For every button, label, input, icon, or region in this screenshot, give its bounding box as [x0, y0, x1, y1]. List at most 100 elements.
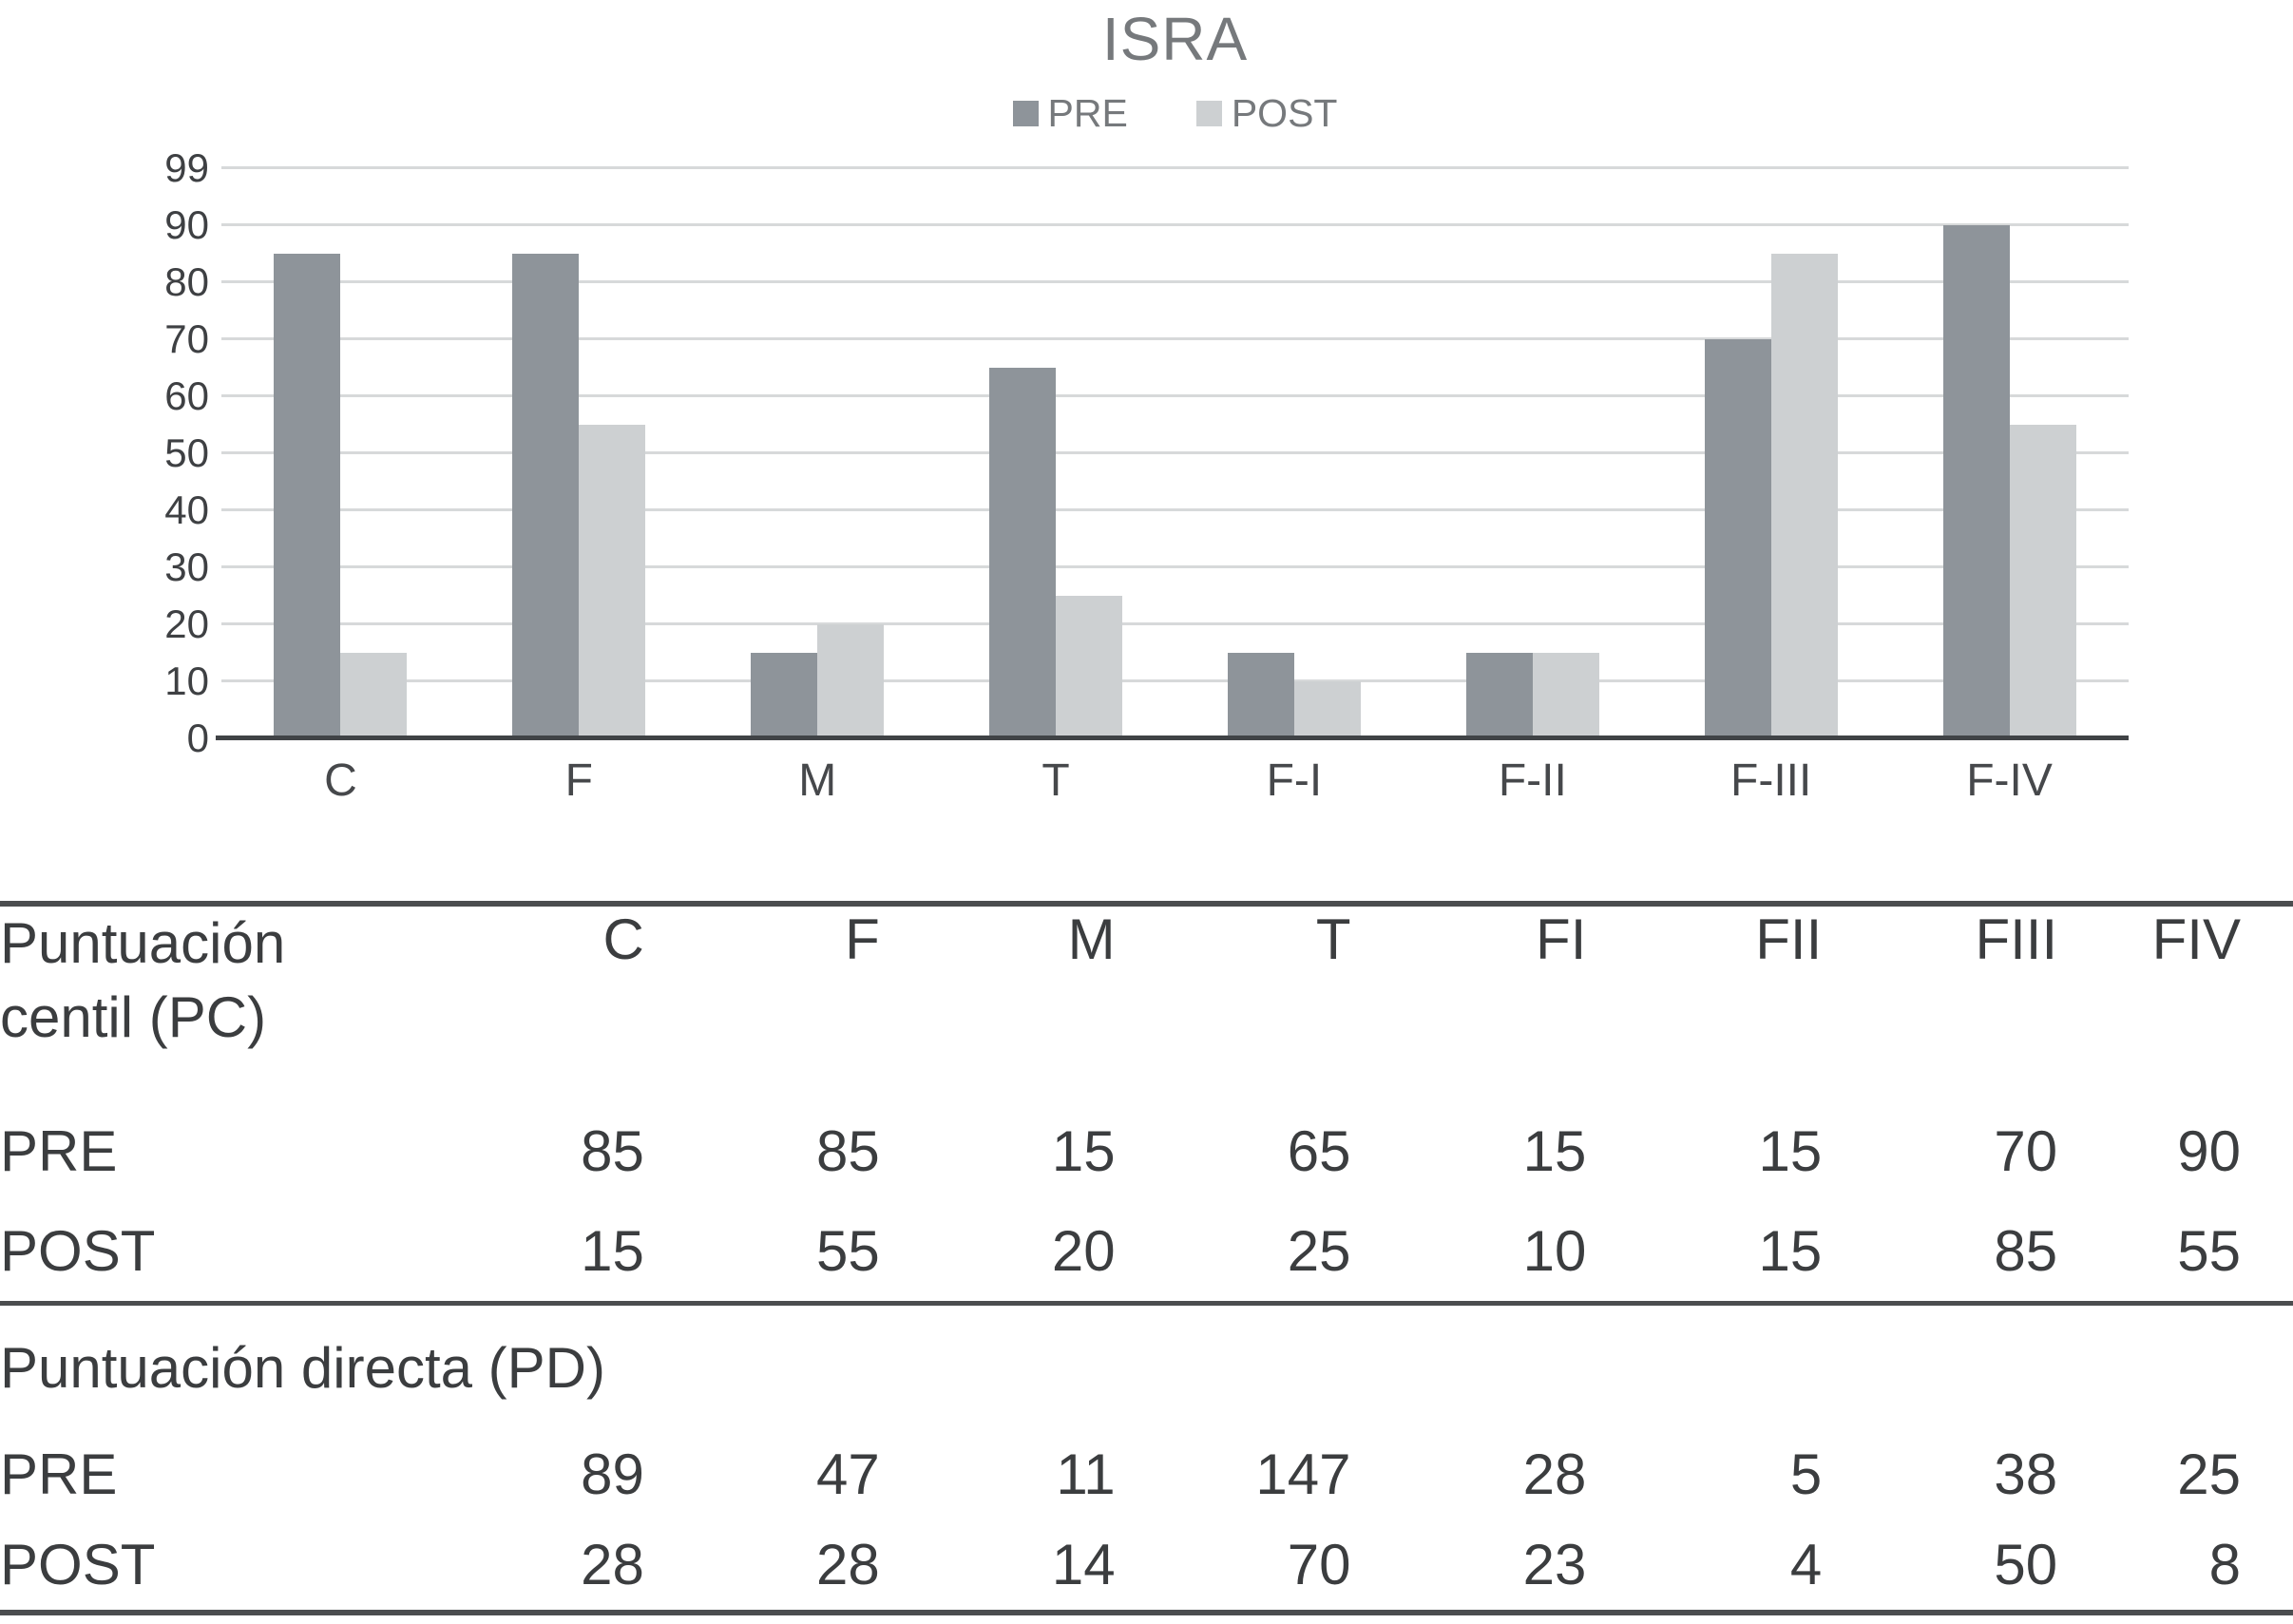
pc-title-line2: centil (PC) [0, 985, 267, 1049]
x-tick-label-f-ii: F-II [1498, 755, 1567, 806]
y-tick-label: 30 [164, 545, 209, 589]
gridline [221, 622, 2129, 625]
bar-group-m [698, 168, 937, 738]
scores-table-wrap: Puntuación centil (PC) C F M T FI FII FIII FIV … [0, 901, 2293, 1615]
cell-value: 15 [581, 1219, 644, 1283]
bar-pre-f-i [1227, 653, 1294, 738]
column-header-fii: FII [1755, 908, 1823, 971]
column-header-c: C [602, 908, 644, 971]
y-tick-label: 90 [164, 202, 209, 247]
cell-value: 25 [1287, 1219, 1351, 1283]
cell-value: 147 [1255, 1442, 1351, 1506]
bar-pre-f [512, 254, 580, 738]
x-axis-labels: C F M T F-I F-II F-III F-IV [221, 755, 2129, 807]
row-label: PRE [0, 1442, 118, 1506]
pd-section-title: Puntuación directa (PD) [0, 1335, 605, 1400]
column-header-m: M [1067, 908, 1116, 971]
cell-value: 25 [2177, 1442, 2241, 1506]
y-tick-label: 0 [186, 716, 209, 760]
cell-value: 55 [2177, 1219, 2241, 1283]
y-tick-label: 60 [164, 373, 209, 418]
bar-post-m [817, 624, 885, 738]
y-tick-label: 70 [164, 316, 209, 361]
legend-swatch-post-icon [1195, 101, 1222, 126]
gridline [221, 394, 2129, 397]
chart-legend: PRE POST [221, 91, 2129, 136]
cell-value: 10 [1522, 1219, 1587, 1283]
y-tick-label: 40 [164, 487, 209, 532]
legend-label-post: POST [1231, 91, 1338, 135]
cell-value: 15 [1758, 1219, 1823, 1283]
bar-post-t [1056, 596, 1123, 738]
cell-value: 5 [1789, 1442, 1823, 1506]
bar-post-f [579, 425, 646, 738]
row-label: POST [0, 1533, 156, 1596]
gridline [221, 679, 2129, 682]
pd-section-header-row: Puntuación directa (PD) [0, 1303, 2293, 1430]
chart-title: ISRA [1101, 5, 1249, 73]
cell-value: 38 [1994, 1442, 2058, 1506]
bar-group-c [221, 168, 460, 738]
table-row-pd-post: POST 28 28 14 70 23 4 50 8 [0, 1519, 2293, 1613]
cell-value: 28 [581, 1533, 644, 1596]
cell-value: 55 [816, 1219, 880, 1283]
bar-group-f [460, 168, 698, 738]
gridline [221, 508, 2129, 511]
cell-value: 65 [1287, 1119, 1351, 1183]
table-row-pc-post: POST 15 55 20 25 10 15 85 55 [0, 1201, 2293, 1304]
cell-value: 20 [1051, 1219, 1116, 1283]
gridline [221, 337, 2129, 340]
plot-area [216, 166, 2129, 740]
table-row-pc-pre: PRE 85 85 15 65 15 15 70 90 [0, 1101, 2293, 1201]
table-header-row: Puntuación centil (PC) C F M T FI FII FIII FIV [0, 904, 2293, 1101]
bar-pre-c [274, 254, 341, 738]
row-label: PRE [0, 1119, 118, 1183]
scores-table-body: Puntuación centil (PC) C F M T FI FII FIII FIV … [0, 904, 2293, 1613]
bar-post-f-iii [1770, 254, 1838, 738]
cell-value: 47 [816, 1442, 880, 1506]
x-tick-label-f-iv: F-IV [1966, 755, 2053, 806]
legend-item-pre: PRE [1012, 91, 1128, 136]
cell-value: 15 [1758, 1119, 1823, 1183]
bar-post-f-ii [1532, 653, 1599, 738]
pc-section-title: Puntuación centil (PC) [0, 904, 409, 1101]
cell-value: 11 [1056, 1442, 1116, 1506]
column-header-f: F [845, 908, 880, 971]
y-tick-label: 10 [164, 659, 209, 703]
cell-value: 23 [1522, 1533, 1587, 1596]
gridline [221, 280, 2129, 283]
scores-table: Puntuación centil (PC) C F M T FI FII FIII FIV … [0, 901, 2293, 1615]
x-tick-label-f: F [564, 755, 593, 806]
cell-value: 85 [581, 1119, 644, 1183]
bar-post-f-iv [2009, 425, 2076, 738]
cell-value: 15 [1522, 1119, 1587, 1183]
x-tick-label-t: T [1041, 755, 1070, 806]
legend-label-pre: PRE [1047, 91, 1128, 135]
cell-value: 28 [1522, 1442, 1587, 1506]
y-tick-label: 50 [164, 430, 209, 475]
cell-value: 14 [1051, 1533, 1116, 1596]
cell-value: 85 [816, 1119, 880, 1183]
cell-value: 85 [1994, 1219, 2058, 1283]
cell-value: 50 [1994, 1533, 2058, 1596]
pc-title-line1: Puntuación [0, 911, 286, 975]
legend-swatch-pre-icon [1012, 101, 1039, 126]
x-tick-label-f-iii: F-III [1730, 755, 1812, 806]
cell-value: 70 [1994, 1119, 2058, 1183]
x-tick-label-f-i: F-I [1266, 755, 1323, 806]
y-axis: 0 10 20 30 40 50 60 70 80 90 99 [0, 148, 209, 758]
bar-pre-f-iv [1942, 225, 2010, 738]
bar-post-c [340, 653, 408, 738]
column-header-t: T [1315, 908, 1351, 971]
bar-group-f-iv [1890, 168, 2129, 738]
column-header-fiii: FIII [1975, 908, 2058, 971]
gridline [221, 223, 2129, 226]
cell-value: 8 [2208, 1533, 2241, 1596]
bar-groups [221, 168, 2129, 738]
column-header-fiv: FIV [2151, 908, 2241, 971]
bar-group-f-ii [1413, 168, 1652, 738]
x-tick-label-c: C [324, 755, 357, 806]
y-tick-label: 20 [164, 602, 209, 646]
gridline [221, 166, 2129, 169]
